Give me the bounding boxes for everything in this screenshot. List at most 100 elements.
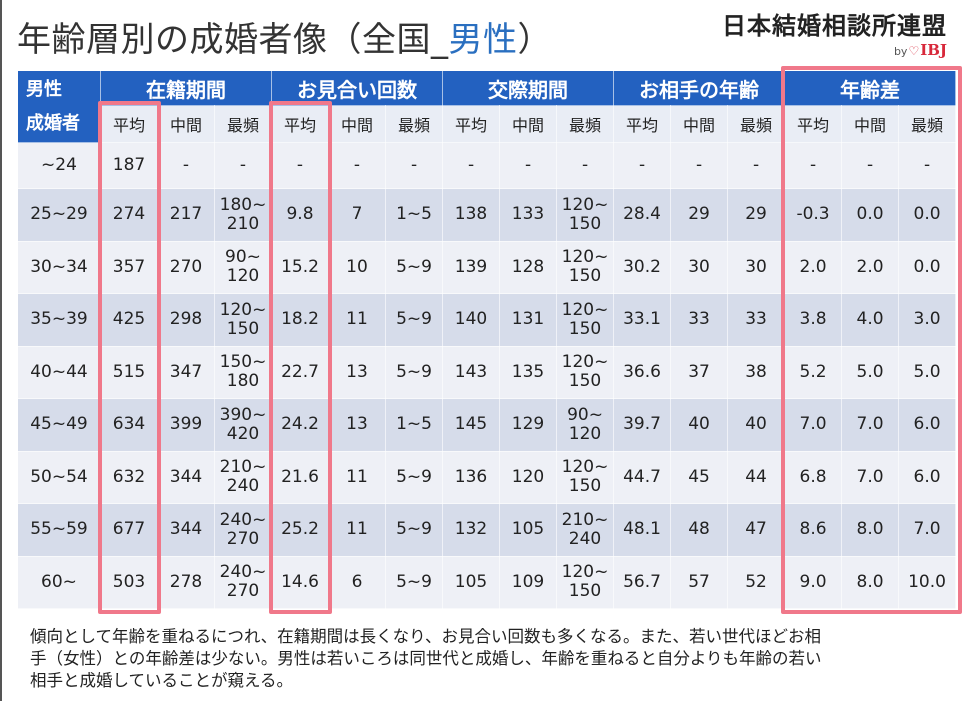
data-row: 25~29 274 217 180~ 210 9.8 7 1~5 138 133 120~ 150… [17,188,957,242]
cell: 11 [328,293,386,347]
cell: 145 [442,398,501,452]
row-label: ~24 [17,142,101,189]
cell: - [727,142,786,189]
cell: - [157,142,215,189]
cell: 57 [670,555,729,609]
cell: 210~ 240 [214,450,272,504]
cell: 0.0 [841,188,900,242]
cell: 6 [328,555,386,609]
cell: 344 [157,503,215,557]
cell: 133 [499,188,558,242]
cell: 90~ 120 [214,240,272,294]
cell: 357 [100,240,158,294]
cell: 6.0 [898,398,957,452]
cell: 6.8 [784,450,843,504]
sub-header: 平均 [100,105,158,143]
cell: 180~ 210 [214,188,272,242]
cell: 132 [442,503,501,557]
cell: 5~9 [384,293,444,347]
cell: 15.2 [271,240,329,294]
cell: 3.8 [784,293,843,347]
sub-header: 最頻 [727,105,786,143]
cell: - [670,142,729,189]
cell: 139 [442,240,501,294]
cell: 120~ 150 [556,345,615,399]
title-text: ） [517,20,552,60]
cell: 6.0 [898,450,957,504]
footer-line: 手（女性）との年齢差は少ない。男性は若いころは同世代と成婚し、年齢を重ねると自分… [30,649,822,668]
cell: 8.0 [841,555,900,609]
cell: 150~ 180 [214,345,272,399]
cell: 25.2 [271,503,329,557]
cell: 37 [670,345,729,399]
cell: 270 [157,240,215,294]
sub-header: 最頻 [384,105,444,143]
cell: - [898,142,957,189]
cell: 143 [442,345,501,399]
cell: - [214,142,272,189]
sub-header: 最頻 [898,105,957,143]
data-table: 男性 成婚者 在籍期間 お見合い回数 交際期間 お相手の年齢 年齢差 平均 中間 最頻 平均 中間 最頻… [17,70,957,609]
cell: 0.0 [898,188,957,242]
cell: - [556,142,615,189]
cell: 7.0 [898,503,957,557]
cell: 28.4 [613,188,672,242]
cell: 5.0 [898,345,957,399]
cell: 5~9 [384,503,444,557]
cell: 45 [670,450,729,504]
cell: 7 [328,188,386,242]
cell: 33 [727,293,786,347]
cell: 40 [670,398,729,452]
cell: 30 [670,240,729,294]
row-label: 45~49 [17,398,101,452]
cell: - [841,142,900,189]
cell: 5.0 [841,345,900,399]
cell: 138 [442,188,501,242]
cell: 1~5 [384,188,444,242]
cell: 30.2 [613,240,672,294]
row-label: 60~ [17,555,101,609]
row-label: 30~34 [17,240,101,294]
cell: 140 [442,293,501,347]
cell: 390~ 420 [214,398,272,452]
cell: 33.1 [613,293,672,347]
cell: - [271,142,329,189]
cell: 503 [100,555,158,609]
cell: 120~ 150 [556,293,615,347]
sub-header: 平均 [784,105,843,143]
cell: 425 [100,293,158,347]
logo: 日本結婚相談所連盟 by♡IBJ [722,6,947,59]
cell: 21.6 [271,450,329,504]
sub-header: 中間 [157,105,215,143]
logo-by: by [893,45,908,58]
page-edge [0,0,2,701]
logo-name: 日本結婚相談所連盟 [722,12,947,40]
sub-header-row: 平均 中間 最頻 平均 中間 最頻 平均 中間 最頻 平均 中間 最頻 平均 中間 最頻 [18,105,957,143]
cell: 105 [442,555,501,609]
cell: 677 [100,503,158,557]
cell: 0.0 [898,240,957,294]
cell: 30 [727,240,786,294]
cell: 11 [328,450,386,504]
cell: - [784,142,843,189]
data-row: 45~49 634 399 390~ 420 24.2 13 1~5 145 129 90~ 12… [17,398,957,452]
row-label: 55~59 [17,503,101,557]
cell: - [442,142,501,189]
cell: - [499,142,558,189]
row-label: 40~44 [17,345,101,399]
cell: 274 [100,188,158,242]
sub-header: 平均 [271,105,329,143]
cell: 7.0 [841,450,900,504]
cell: 7.0 [784,398,843,452]
cell: 13 [328,398,386,452]
cell: 120~ 150 [556,555,615,609]
cell: 2.0 [784,240,843,294]
cell: 298 [157,293,215,347]
row-label: 35~39 [17,293,101,347]
group-header: 在籍期間 [100,70,272,106]
group-header-row: 男性 成婚者 在籍期間 お見合い回数 交際期間 お相手の年齢 年齢差 [17,70,957,143]
sub-header: 中間 [841,105,900,143]
footer-line: 相手と成婚していることが窺える。 [30,671,294,690]
